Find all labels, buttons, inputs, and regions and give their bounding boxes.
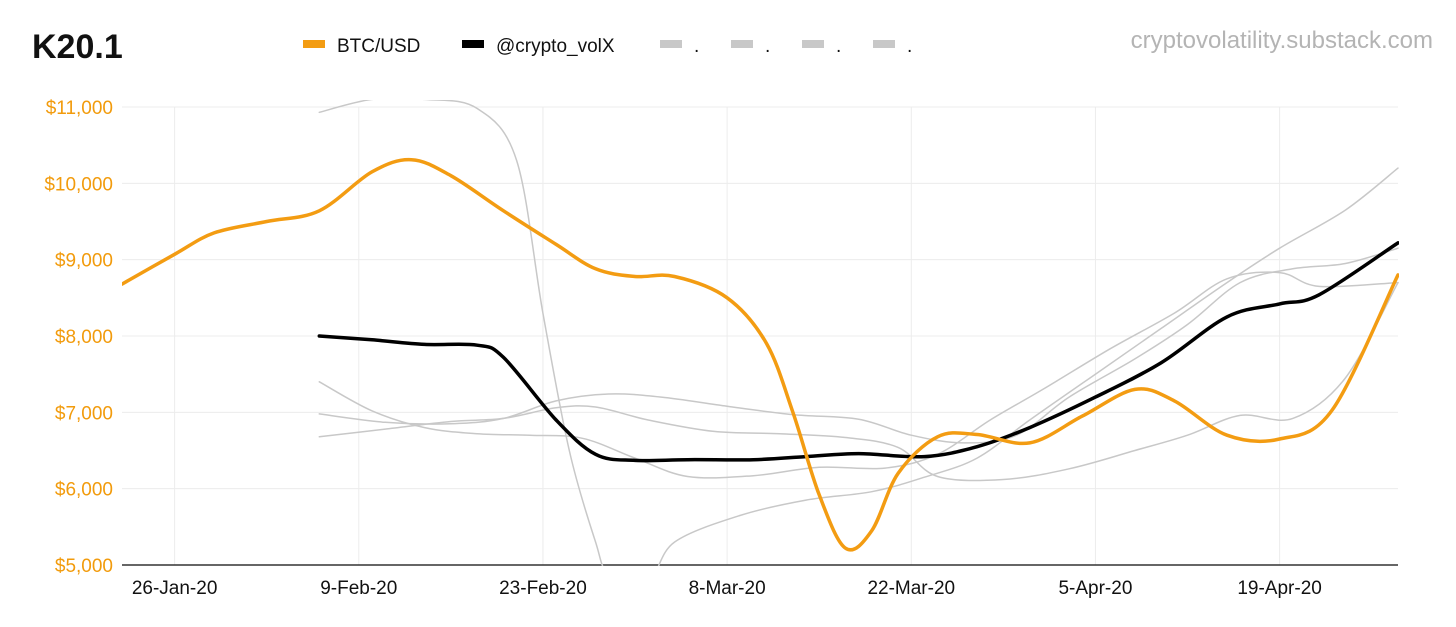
y-tick-label: $5,000: [55, 556, 113, 577]
y-tick-label: $6,000: [55, 480, 113, 501]
series-line-gray-2: [318, 100, 1399, 566]
series-line-gray-3: [318, 271, 1399, 479]
legend-label: .: [907, 36, 912, 57]
y-tick-label: $11,000: [46, 98, 113, 119]
y-tick-label: $9,000: [55, 251, 113, 272]
source-label: cryptovolatility.substack.com: [1131, 27, 1433, 54]
legend-swatch: [873, 40, 895, 48]
x-tick-label: 8-Mar-20: [689, 578, 766, 599]
legend-swatch: [660, 40, 682, 48]
legend-swatch: [462, 40, 484, 48]
x-tick-label: 22-Mar-20: [867, 578, 955, 599]
legend-swatch: [802, 40, 824, 48]
series-line-btc-usd: [122, 157, 1399, 552]
legend-label: BTC/USD: [337, 36, 420, 57]
x-tick-label: 5-Apr-20: [1058, 578, 1132, 599]
legend-label: .: [694, 36, 699, 57]
legend-swatch: [303, 40, 325, 48]
y-tick-label: $10,000: [44, 174, 113, 195]
x-tick-label: 26-Jan-20: [132, 578, 218, 599]
series-line-crypto-volx: [317, 241, 1399, 463]
x-axis: 26-Jan-20 9-Feb-20 23-Feb-20 8-Mar-20 22-Mar…: [122, 564, 1398, 599]
legend-label: .: [765, 36, 770, 57]
grid: [122, 106, 1398, 566]
legend: BTC/USD @crypto_volX....: [303, 36, 912, 57]
x-tick-label: 23-Feb-20: [499, 578, 587, 599]
chart-title: K20.1: [32, 28, 123, 66]
x-tick-label: 19-Apr-20: [1237, 578, 1322, 599]
y-axis: $5,000 $6,000 $7,000 $8,000 $9,000 $10,000 $11…: [44, 98, 113, 577]
plot-area: [122, 100, 1399, 566]
legend-swatch: [731, 40, 753, 48]
legend-label: @crypto_volX: [496, 36, 615, 57]
y-tick-label: $8,000: [55, 327, 113, 348]
series-line-gray-5: [318, 281, 1399, 482]
x-tick-label: 9-Feb-20: [320, 578, 397, 599]
legend-label: .: [836, 36, 841, 57]
y-tick-label: $7,000: [55, 403, 113, 424]
